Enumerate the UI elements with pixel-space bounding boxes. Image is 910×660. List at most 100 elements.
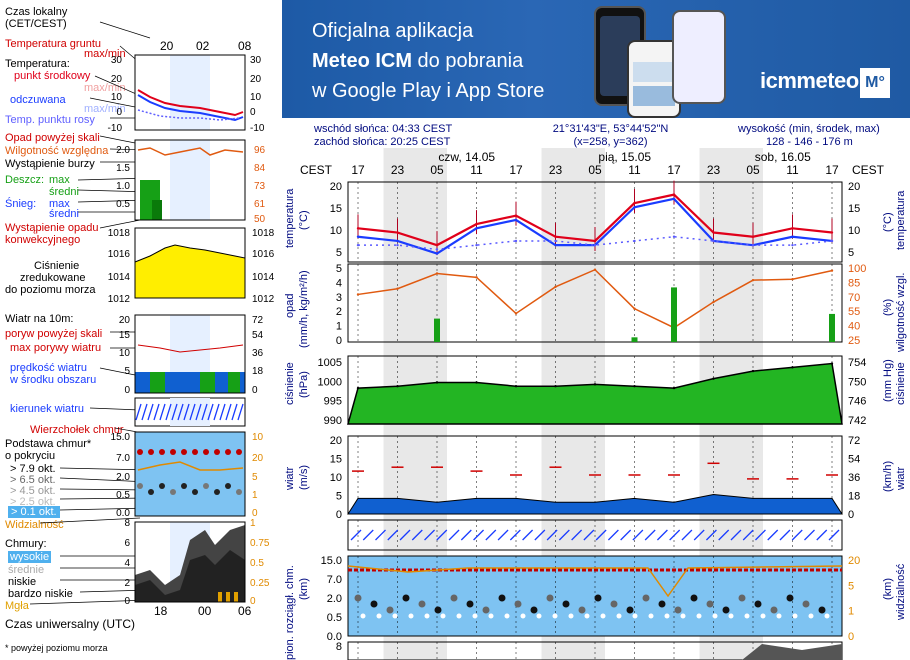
cloud-base-dot (754, 600, 762, 608)
data-point (475, 243, 478, 247)
mini-tick: 2 (124, 578, 130, 589)
legend-clouds-very-low: bardzo niskie (8, 588, 73, 600)
cloud-base-dot (392, 613, 398, 619)
cloud-base-dot (137, 483, 143, 489)
wind-arrow-icon (681, 529, 693, 541)
top-hour: 08 (238, 39, 252, 53)
legend-rain-max: max (49, 174, 70, 186)
mini-tick: 0.75 (250, 538, 270, 549)
cloud-base-dot (434, 606, 442, 614)
axis-tick-label: 0.5 (327, 612, 342, 624)
mini-tick: 1012 (108, 294, 131, 305)
legend-footnote: * powyżej poziomu morza (5, 643, 108, 653)
wind-arrow-icon (183, 403, 190, 421)
cloud-base-dot (170, 489, 176, 495)
wind-speed-area (347, 493, 843, 515)
timeline-hour: 05 (746, 163, 760, 177)
data-point (514, 312, 518, 315)
cloud-base-dot (530, 606, 538, 614)
timeline-hour: 05 (588, 163, 602, 177)
cloud-base-dot (482, 606, 490, 614)
wind-arrow-icon (473, 529, 485, 541)
wind-arrow-icon (534, 529, 546, 541)
legend-rain-avg: średni (49, 186, 79, 198)
brand-badge: M° (860, 68, 890, 98)
data-point (356, 235, 360, 238)
cloud-top-dot (181, 449, 187, 455)
axis-tick-label: 2.0 (327, 593, 342, 605)
mini-tick: 2.0 (116, 472, 130, 483)
legend-felt: odczuwana (10, 94, 66, 106)
wind-arrow-icon (595, 529, 607, 541)
wind-arrow-icon (399, 529, 411, 541)
axis-tick-label: 15 (330, 203, 342, 215)
axis-label-visibility: widzialność (895, 563, 907, 620)
timeline-hour: 23 (707, 163, 721, 177)
cloud-base-dot (552, 613, 558, 619)
cloud-base-dot (584, 613, 590, 619)
data-point (475, 276, 478, 279)
mini-tick: 73 (254, 181, 266, 192)
mini-wind-dir-panel (134, 397, 246, 427)
mini-tick: 5 (252, 472, 258, 483)
data-point (830, 362, 834, 365)
axis-tick-label: 10 (330, 472, 342, 484)
axis-tick-label: 995 (324, 396, 342, 408)
cloud-top-dot (214, 449, 220, 455)
axis-tick-label: 0 (848, 631, 854, 643)
axis-label-mmhg: ciśnienie (895, 362, 907, 405)
cloud-top-dot (192, 449, 198, 455)
wind-arrow-icon (546, 529, 558, 541)
mini-tick: 0 (124, 385, 130, 396)
cloud-base-dot (712, 613, 718, 619)
cloud-base-dot (802, 600, 810, 608)
wind-arrow-icon (159, 403, 166, 421)
mini-tick: 20 (252, 453, 264, 464)
app-promo-banner[interactable]: Oficjalna aplikacja Meteo ICM do pobrani… (282, 0, 910, 118)
data-point (712, 231, 715, 234)
data-point (633, 307, 636, 310)
axis-label-temp-right-unit: (°C) (882, 212, 894, 232)
axis-label-wind: wiatr (284, 466, 296, 490)
banner-line-3: w Google Play i App Store (312, 80, 545, 102)
wind-arrow-icon (213, 403, 220, 421)
mini-tick: 1018 (108, 228, 131, 239)
mini-precip-panel (134, 139, 246, 221)
axis-tick-label: 2 (336, 306, 342, 318)
mini-tick: 0.5 (250, 558, 264, 569)
wind-arrow-icon (375, 529, 386, 541)
wind-arrow-icon (558, 529, 570, 541)
data-point (633, 201, 636, 205)
legend-snow-max: max (49, 198, 70, 210)
cloud-base-dot (536, 613, 542, 619)
legend-rain: Deszcz: (5, 174, 45, 186)
axis-tick-label: 4 (336, 277, 342, 289)
data-point (356, 386, 360, 390)
mini-wind-panel (134, 314, 246, 394)
cloud-base-dot (642, 594, 650, 602)
wind-arrow-icon (656, 529, 668, 541)
cloud-base-dot (472, 613, 478, 619)
cloud-base-dot (808, 613, 814, 619)
cloud-base-dot (728, 613, 734, 619)
mini-tick: 2.0 (116, 145, 130, 156)
cloud-base-dot (450, 594, 458, 602)
mini-tick: 36 (252, 348, 264, 359)
axis-tick-label: 55 (848, 306, 860, 318)
panels: 2015105201510554321010085705540251005100… (318, 180, 866, 660)
elevation-values: 128 - 146 - 176 m (766, 136, 853, 148)
wind-arrow-icon (436, 529, 448, 541)
legend-precip-occurrence: Wystąpienie opadu (5, 222, 99, 234)
mini-tick: 20 (119, 315, 131, 326)
cloud-base-dot (562, 600, 570, 608)
axis-tick-label: 5 (336, 491, 342, 503)
axis-tick-label: 18 (848, 491, 860, 503)
cloud-base-dot (456, 613, 462, 619)
legend-humidity: Wilgotność względna (5, 145, 109, 157)
mini-tick: 10 (252, 432, 264, 443)
data-point (672, 197, 676, 201)
axis-label-humidity: wilgotność wzgl. (895, 272, 907, 352)
data-point (593, 243, 597, 247)
cloud-base-dot (408, 613, 414, 619)
cloud-base-dot (664, 613, 670, 619)
